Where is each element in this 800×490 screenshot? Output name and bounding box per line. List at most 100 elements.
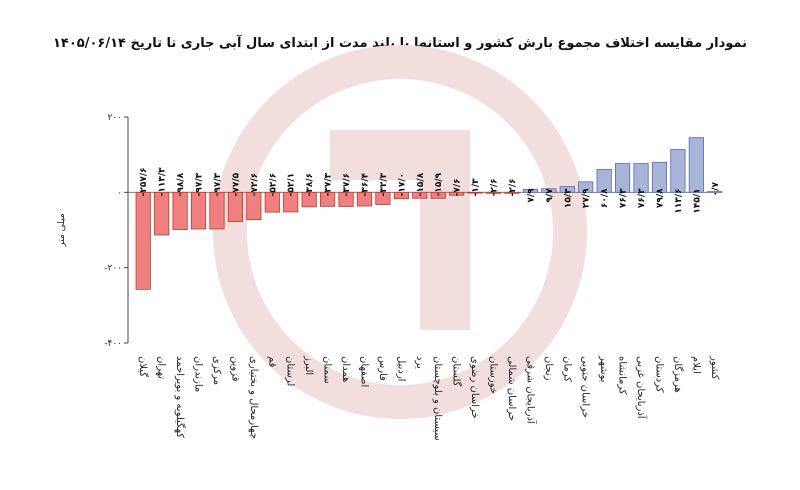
y-axis-label: میلی متر bbox=[57, 213, 67, 248]
bar bbox=[338, 191, 354, 207]
data-label: ۲۷/۹ bbox=[582, 188, 592, 208]
data-label: -۳۶/۴ bbox=[360, 172, 370, 196]
category-label: لرستان bbox=[285, 356, 296, 386]
category-label: فارس bbox=[377, 356, 388, 381]
data-label: ۷۶/۳ bbox=[637, 188, 647, 208]
bar bbox=[541, 188, 557, 193]
data-label: -۷۲/۶ bbox=[250, 173, 260, 197]
category-label: کرمان bbox=[561, 356, 572, 382]
category-label: بوشهر bbox=[598, 355, 609, 382]
data-label: ۹/۷ bbox=[545, 188, 555, 203]
bar bbox=[283, 191, 299, 213]
category-label: کهگیلویه و بویراحمد bbox=[174, 356, 186, 438]
category-label: خراسان شمالی bbox=[506, 356, 517, 421]
bar bbox=[246, 191, 262, 221]
data-label: -۱۵/۸ bbox=[416, 172, 426, 196]
watermark-logo bbox=[213, 45, 587, 419]
bar bbox=[375, 191, 391, 205]
category-label: اصفهان bbox=[358, 356, 369, 387]
data-label: -۱/۳ bbox=[471, 178, 481, 197]
bar bbox=[578, 181, 594, 193]
category-label: کردستان bbox=[653, 356, 664, 393]
category-label: قزوین bbox=[229, 356, 240, 382]
data-label: ۶۰/۸ bbox=[600, 188, 610, 208]
data-label: -۱۱۳/۳ bbox=[158, 167, 168, 197]
category-label: سمنان bbox=[322, 356, 333, 384]
data-label: -۹۸/۸ bbox=[176, 172, 186, 196]
data-label: -۳۲/۳ bbox=[379, 172, 389, 196]
bar bbox=[651, 161, 668, 193]
data-label: -۳۷/۶ bbox=[342, 173, 352, 197]
bar bbox=[522, 188, 538, 193]
watermark-mark bbox=[330, 130, 470, 330]
data-label: ۱۱۳/۶ bbox=[674, 188, 684, 213]
data-label: -۲/۶ bbox=[508, 178, 518, 196]
category-label: ایلام bbox=[690, 356, 701, 374]
bar bbox=[320, 191, 336, 207]
category-label: یزد bbox=[414, 356, 425, 369]
data-label: ۰/۷ bbox=[711, 182, 721, 197]
bar bbox=[467, 191, 483, 194]
category-label: کشور bbox=[709, 355, 720, 380]
category-label: همدان bbox=[340, 356, 351, 382]
y-tick-label: -۲۰۰ bbox=[104, 264, 122, 274]
y-tick-label: ۲۰۰ bbox=[107, 113, 122, 123]
data-label: -۷/۶ bbox=[453, 178, 463, 196]
bar bbox=[688, 137, 704, 193]
bar bbox=[596, 169, 612, 193]
category-label: گلستان bbox=[451, 356, 463, 387]
category-label: مازندران bbox=[193, 356, 204, 392]
data-label: ۷/۹ bbox=[526, 188, 536, 203]
bar bbox=[301, 191, 317, 208]
bar bbox=[172, 191, 188, 230]
labels-group: -۲۵۷/۶ گیلان -۱۱۳/۳ تهران -۹۸/۸ کهگیلویه و بو… bbox=[137, 167, 721, 441]
category-label: گیلان bbox=[137, 356, 149, 377]
category-label: البرز bbox=[303, 355, 314, 375]
data-label: -۳۸/۶ bbox=[305, 173, 315, 197]
data-label: ۱۴۵/۱ bbox=[692, 188, 702, 213]
data-label: -۲/۶ bbox=[490, 178, 500, 196]
data-label: -۷۷/۵ bbox=[231, 172, 241, 196]
category-label: خوزستان bbox=[488, 356, 499, 394]
bars-group bbox=[135, 137, 723, 290]
bar bbox=[356, 191, 373, 207]
category-label: هرمزگان bbox=[672, 356, 684, 393]
category-label: سیستان و بلوچستان bbox=[432, 356, 443, 441]
category-label: زنجان bbox=[543, 356, 554, 381]
bar bbox=[393, 191, 409, 200]
bar bbox=[559, 186, 575, 193]
bar bbox=[504, 191, 520, 194]
bar bbox=[485, 191, 502, 194]
category-label: تهران bbox=[156, 356, 167, 379]
y-tick-label: -۴۰۰ bbox=[104, 339, 122, 349]
category-label: اردبیل bbox=[395, 356, 406, 381]
bar bbox=[154, 191, 170, 236]
data-label: -۱۵/۹ bbox=[434, 172, 444, 196]
bar bbox=[430, 191, 446, 199]
bar bbox=[135, 191, 151, 290]
chart-title: نمودار مقایسه اختلاف مجموع بارش کشور و ا… bbox=[52, 36, 747, 51]
bar bbox=[412, 191, 428, 199]
bar bbox=[615, 163, 631, 193]
category-label: قم bbox=[266, 356, 277, 368]
bar bbox=[227, 191, 243, 222]
watermark-ring bbox=[213, 45, 587, 419]
data-label: -۱۷/۰ bbox=[397, 173, 407, 197]
bar bbox=[190, 191, 207, 230]
bar bbox=[264, 191, 280, 213]
data-label: -۹۷/۳ bbox=[213, 172, 223, 196]
data-label: ۷۶/۳ bbox=[619, 188, 629, 208]
y-tick-label: ۰ bbox=[117, 188, 122, 198]
category-label: چهارمحال و بختیاری bbox=[248, 356, 259, 439]
data-label: -۳۷/۳ bbox=[324, 172, 334, 196]
bar bbox=[209, 191, 225, 230]
bar bbox=[707, 191, 723, 193]
category-label: خراسان رضوی bbox=[469, 356, 480, 419]
data-label: ۱۵/۳ bbox=[563, 188, 573, 208]
data-label: -۲۵۷/۶ bbox=[139, 167, 149, 196]
data-label: ۷۹/۸ bbox=[655, 188, 665, 208]
bar bbox=[670, 149, 686, 193]
category-label: کرمانشاه bbox=[617, 356, 628, 395]
category-label: آذربایجان غربی bbox=[635, 356, 648, 420]
